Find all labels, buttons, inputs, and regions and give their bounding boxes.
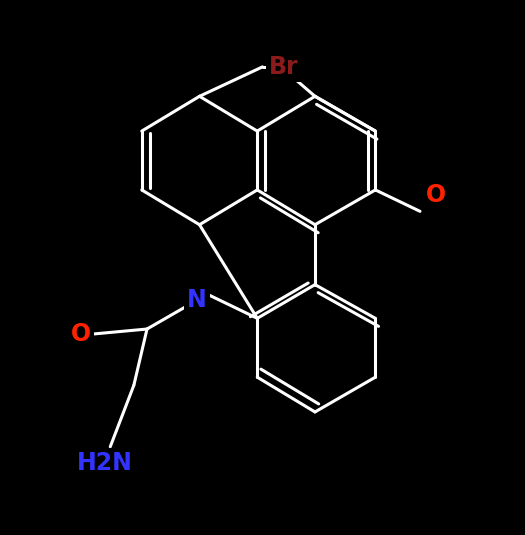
Text: O: O (426, 184, 446, 207)
Text: H2N: H2N (77, 451, 133, 475)
Text: O: O (71, 323, 91, 346)
Text: Br: Br (269, 55, 298, 79)
Text: N: N (187, 288, 207, 311)
